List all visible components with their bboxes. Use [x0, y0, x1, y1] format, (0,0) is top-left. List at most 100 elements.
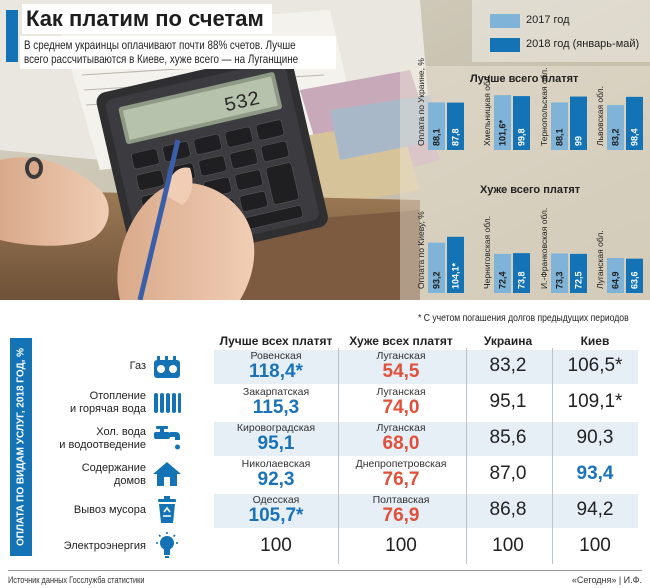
kyiv-cell-value: 100: [579, 535, 611, 556]
bar-0-0-1: [447, 102, 464, 150]
bar-label-1-3-0: 64,9: [611, 271, 621, 289]
bar-0-3-1: [626, 96, 643, 150]
header-best: Лучше всех платят: [219, 334, 333, 348]
bar-charts: Лучше всего платят 88,1 87,8 Оплата по Укра…: [416, 58, 643, 293]
table-row: Вывоз мусора Одесская 105,7* Полтавская 76,9…: [0, 492, 650, 528]
best-cell-region: Ровенская: [250, 350, 302, 362]
service-label: Вывоз мусора: [73, 504, 146, 516]
bar-label-0-3-0: 83,2: [611, 128, 621, 146]
bar-label-1-0-1: 104,1*: [451, 262, 461, 289]
service-label: Отопление и горячая вода: [69, 390, 146, 415]
service-label: Содержание домов: [81, 462, 146, 487]
worst-cell: Луганская 74,0: [340, 387, 462, 418]
bar-label-1-3-1: 63,6: [630, 271, 640, 289]
category-label-1-0: Оплата по Киеву, %: [416, 211, 426, 289]
ukraine-cell-value: 86,8: [489, 499, 527, 520]
subtitle-line-1: В среднем украинцы оплачивают почти 88% …: [24, 38, 296, 52]
column-divider: [552, 348, 553, 564]
side-label-bar: ОПЛАТА ПО ВИДАМ УСЛУГ, 2018 ГОД, %: [10, 338, 32, 556]
worst-cell: Полтавская 76,9: [340, 495, 462, 526]
bar-0-2-1: [570, 96, 587, 150]
worst-cell-value: 76,9: [382, 505, 420, 526]
kyiv-cell-value: 93,4: [576, 463, 614, 484]
kyiv-cell: 94,2: [554, 500, 636, 520]
worst-cell-region: Полтавская: [372, 494, 430, 506]
subtitle-line-2: всего рассчитываются в Киеве, хуже всего…: [24, 52, 299, 66]
ukraine-cell-value: 95,1: [489, 391, 527, 412]
best-cell-value: 118,4*: [249, 361, 303, 382]
best-cell-value: 100: [260, 535, 292, 556]
worst-cell-value: 76,7: [382, 469, 420, 490]
best-cell: 100: [216, 536, 336, 556]
credit-text: «Сегодня» | И.Ф.: [571, 575, 642, 585]
bar-label-0-0-1: 87,8: [451, 128, 461, 146]
category-label-0-3: Львовская обл.: [595, 86, 605, 146]
bar-label-0-3-1: 98,4: [630, 128, 640, 146]
header-kyiv: Киев: [580, 334, 610, 348]
source-text: Источник данных Госслужба статистики: [8, 575, 145, 585]
bar-1-1-0: [494, 253, 511, 293]
kyiv-cell: 100: [554, 536, 636, 556]
worst-cell: Луганская 54,5: [340, 351, 462, 382]
legend-label-2018: 2018 год (январь-май): [526, 38, 640, 50]
kyiv-cell: 106,5*: [554, 356, 636, 376]
bar-0-1-0: [494, 95, 511, 150]
service-label: Газ: [129, 360, 146, 372]
bar-1-2-0: [551, 253, 568, 293]
best-cell-value: 115,3: [252, 397, 300, 418]
chart-title-0: Лучше всего платят: [470, 73, 579, 85]
category-label-0-0: Оплата по Украине, %: [416, 58, 426, 146]
subtitle-box: В среднем украинцы оплачивают почти 88% …: [20, 36, 336, 69]
row-shade: [214, 494, 638, 528]
title-box: Как платим по счетам: [22, 4, 272, 34]
category-label-0-2: Тернопольская обл.: [539, 67, 549, 146]
kyiv-cell: 109,1*: [554, 392, 636, 412]
bar-label-1-2-1: 72,5: [574, 271, 584, 289]
ukraine-cell-value: 87,0: [489, 463, 527, 484]
bar-label-1-1-0: 72,4: [498, 271, 508, 289]
bar-label-1-1-1: 73,8: [517, 271, 527, 289]
best-cell-value: 105,7*: [248, 505, 304, 526]
bar-label-1-0-0: 93,2: [432, 271, 442, 289]
light-bulb-icon: [152, 532, 182, 560]
trash-bin-icon: [152, 496, 182, 524]
gas-stove-icon: [152, 352, 182, 380]
best-cell: Кировоградская 95,1: [216, 423, 336, 454]
bar-0-1-1: [513, 96, 530, 150]
bar-1-3-0: [607, 257, 624, 293]
table-row: Содержание домов Николаевская 92,3 Днепропе…: [0, 456, 650, 492]
house-icon: [152, 460, 182, 488]
bar-1-3-1: [626, 258, 643, 293]
legend-swatch-2017: [490, 14, 520, 28]
ukraine-cell: 100: [468, 536, 548, 556]
photo-panel: 532 Как платим по счетам В среднем украи…: [0, 0, 650, 300]
bar-0-2-0: [551, 102, 568, 150]
best-cell-region: Кировоградская: [236, 422, 316, 434]
bar-1-0-0: [428, 242, 445, 293]
radiator-icon: [152, 388, 182, 416]
bar-1-1-1: [513, 253, 530, 293]
bar-label-1-2-0: 73,3: [555, 271, 565, 289]
ukraine-cell-value: 100: [492, 535, 524, 556]
kyiv-cell: 90,3: [554, 428, 636, 448]
service-label: Электроэнергия: [63, 540, 146, 552]
kyiv-cell-value: 90,3: [576, 427, 614, 448]
best-cell: Николаевская 92,3: [216, 459, 336, 490]
bar-0-3-0: [607, 105, 624, 150]
best-cell: Одесская 105,7*: [216, 495, 336, 526]
services-table-section: * С учетом погашения долгов предыдущих п…: [0, 300, 650, 588]
worst-cell-value: 100: [385, 535, 417, 556]
worst-cell-region: Луганская: [376, 422, 426, 434]
table-body: Газ Ровенская 118,4* Луганская 54,5 83,2 106,5…: [0, 348, 650, 568]
category-label-1-3: Луганская обл.: [595, 230, 605, 289]
page-title: Как платим по счетам: [26, 6, 264, 31]
row-shade: [214, 422, 638, 456]
bar-label-0-2-0: 88,1: [555, 128, 565, 146]
ukraine-cell: 83,2: [468, 356, 548, 376]
worst-cell: Луганская 68,0: [340, 423, 462, 454]
footer-divider: [8, 570, 642, 571]
kyiv-cell: 93,4: [554, 464, 636, 484]
bar-label-0-1-0: 101,6*: [498, 119, 508, 146]
best-cell-value: 95,1: [257, 433, 295, 454]
kyiv-cell-value: 109,1*: [567, 391, 623, 412]
